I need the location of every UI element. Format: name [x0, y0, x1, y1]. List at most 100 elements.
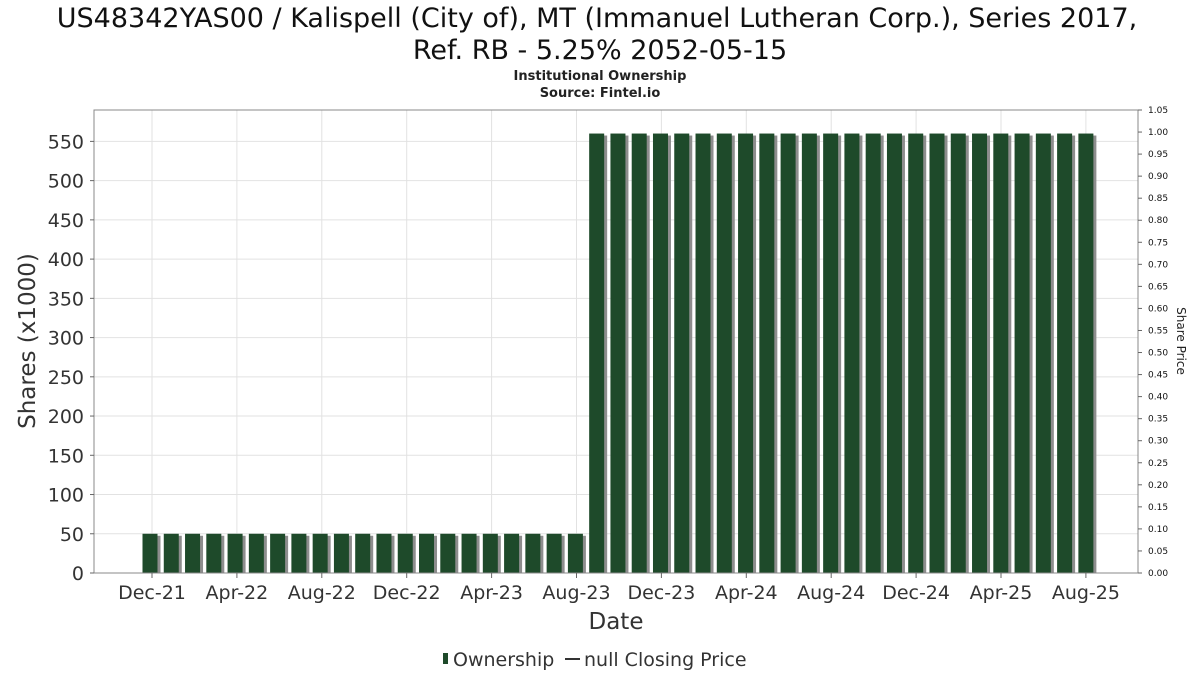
- x-axis-label: Date: [589, 609, 644, 635]
- ownership-bar: [333, 533, 349, 573]
- y2-tick-label: 0.80: [1148, 216, 1168, 226]
- ownership-bar: [759, 133, 775, 574]
- legend: Ownership null Closing Price: [443, 649, 747, 671]
- y2-tick-label: 1.05: [1148, 106, 1168, 116]
- y2-tick-label: 0.95: [1148, 150, 1168, 160]
- ownership-bar: [567, 533, 583, 573]
- ownership-bar: [461, 533, 477, 573]
- y2-tick-label: 0.25: [1148, 459, 1168, 469]
- y-tick-label: 250: [48, 367, 84, 389]
- ownership-bar: [801, 133, 817, 574]
- x-tick-label: Apr-25: [970, 582, 1033, 604]
- x-tick-label: Aug-22: [288, 582, 356, 604]
- y-tick-label: 300: [48, 328, 84, 350]
- ownership-bar: [695, 133, 711, 574]
- y-tick-label: 100: [48, 485, 84, 507]
- ownership-bar: [652, 133, 668, 574]
- ownership-bar: [610, 133, 626, 574]
- ownership-bar: [440, 533, 456, 573]
- x-tick-label: Apr-22: [206, 582, 269, 604]
- ownership-bar: [780, 133, 796, 574]
- x-tick-label: Aug-24: [797, 582, 865, 604]
- y2-tick-label: 0.35: [1148, 415, 1168, 425]
- chart-title-line-2: Ref. RB - 5.25% 2052-05-15: [413, 35, 787, 66]
- legend-price-label: null Closing Price: [584, 649, 747, 671]
- ownership-bar: [248, 533, 264, 573]
- ownership-bar: [142, 533, 158, 573]
- ownership-bar: [376, 533, 392, 573]
- y2-tick-label: 0.65: [1148, 282, 1168, 292]
- chart-title-line-1: US48342YAS00 / Kalispell (City of), MT (…: [57, 3, 1137, 34]
- ownership-bar: [674, 133, 690, 574]
- ownership-bar: [865, 133, 881, 574]
- y-tick-label: 550: [48, 131, 84, 153]
- y-axis-ticks: 0 50 100 150 200 250 300 350 400 450 500 550: [48, 131, 94, 585]
- legend-ownership-swatch: [443, 653, 448, 664]
- y2-tick-label: 0.60: [1148, 304, 1168, 314]
- y-tick-label: 0: [72, 563, 84, 585]
- ownership-bar: [312, 533, 328, 573]
- y2-tick-label: 0.20: [1148, 481, 1168, 491]
- y2-tick-label: 0.10: [1148, 525, 1168, 535]
- y2-tick-label: 0.00: [1148, 569, 1168, 579]
- ownership-bar: [419, 533, 435, 573]
- y2-tick-label: 0.75: [1148, 238, 1168, 248]
- ownership-bar: [504, 533, 520, 573]
- y-tick-label: 350: [48, 288, 84, 310]
- ownership-bar: [546, 533, 562, 573]
- ownership-bar: [929, 133, 945, 574]
- ownership-bar: [163, 533, 179, 573]
- y2-tick-label: 0.70: [1148, 260, 1168, 270]
- y-axis-label: Shares (x1000): [15, 253, 41, 429]
- y2-tick-label: 0.05: [1148, 547, 1168, 557]
- legend-ownership-label: Ownership: [453, 649, 554, 671]
- ownership-bar: [291, 533, 307, 573]
- ownership-bar: [823, 133, 839, 574]
- ownership-bar: [270, 533, 286, 573]
- ownership-bar: [738, 133, 754, 574]
- y-tick-label: 400: [48, 249, 84, 271]
- ownership-bar: [1057, 133, 1073, 574]
- ownership-bar: [355, 533, 371, 573]
- x-axis-ticks: Dec-21 Apr-22 Aug-22 Dec-22 Apr-23 Aug-23 Dec-…: [118, 573, 1120, 604]
- ownership-bar: [1035, 133, 1051, 574]
- y2-tick-label: 0.50: [1148, 349, 1168, 359]
- ownership-bar: [1078, 133, 1094, 574]
- y2-tick-label: 0.55: [1148, 326, 1168, 336]
- x-tick-label: Dec-21: [118, 582, 186, 604]
- ownership-bar: [908, 133, 924, 574]
- x-tick-label: Dec-24: [882, 582, 950, 604]
- x-tick-label: Aug-25: [1052, 582, 1120, 604]
- ownership-bar: [397, 533, 413, 573]
- y2-axis-label: Share Price: [1174, 307, 1188, 375]
- y2-tick-label: 0.90: [1148, 172, 1168, 182]
- x-tick-label: Aug-23: [542, 582, 610, 604]
- y2-tick-label: 0.85: [1148, 194, 1168, 204]
- y2-tick-label: 0.40: [1148, 393, 1168, 403]
- y2-axis-ticks: 0.00 0.05 0.10 0.15 0.20 0.25 0.30 0.35 0.40 0.45…: [1138, 106, 1168, 579]
- x-tick-label: Apr-23: [460, 582, 523, 604]
- ownership-bar: [589, 133, 605, 574]
- y-tick-label: 50: [60, 524, 84, 546]
- x-tick-label: Dec-23: [627, 582, 695, 604]
- y-tick-label: 200: [48, 406, 84, 428]
- ownership-bar: [716, 133, 732, 574]
- ownership-bar: [227, 533, 243, 573]
- y-tick-label: 450: [48, 210, 84, 232]
- ownership-bar: [950, 133, 966, 574]
- bars-group: [142, 133, 1097, 574]
- ownership-bar: [844, 133, 860, 574]
- chart-source: Source: Fintel.io: [540, 86, 661, 101]
- plot-area-border: [93, 109, 1139, 574]
- x-tick-label: Dec-22: [373, 582, 441, 604]
- ownership-bar: [1014, 133, 1030, 574]
- y2-tick-label: 1.00: [1148, 128, 1168, 138]
- y2-tick-label: 0.30: [1148, 437, 1168, 447]
- chart-subtitle: Institutional Ownership: [514, 69, 687, 84]
- y-tick-label: 500: [48, 171, 84, 193]
- ownership-bar: [993, 133, 1009, 574]
- ownership-bar: [206, 533, 222, 573]
- ownership-bar: [631, 133, 647, 574]
- ownership-bar: [525, 533, 541, 573]
